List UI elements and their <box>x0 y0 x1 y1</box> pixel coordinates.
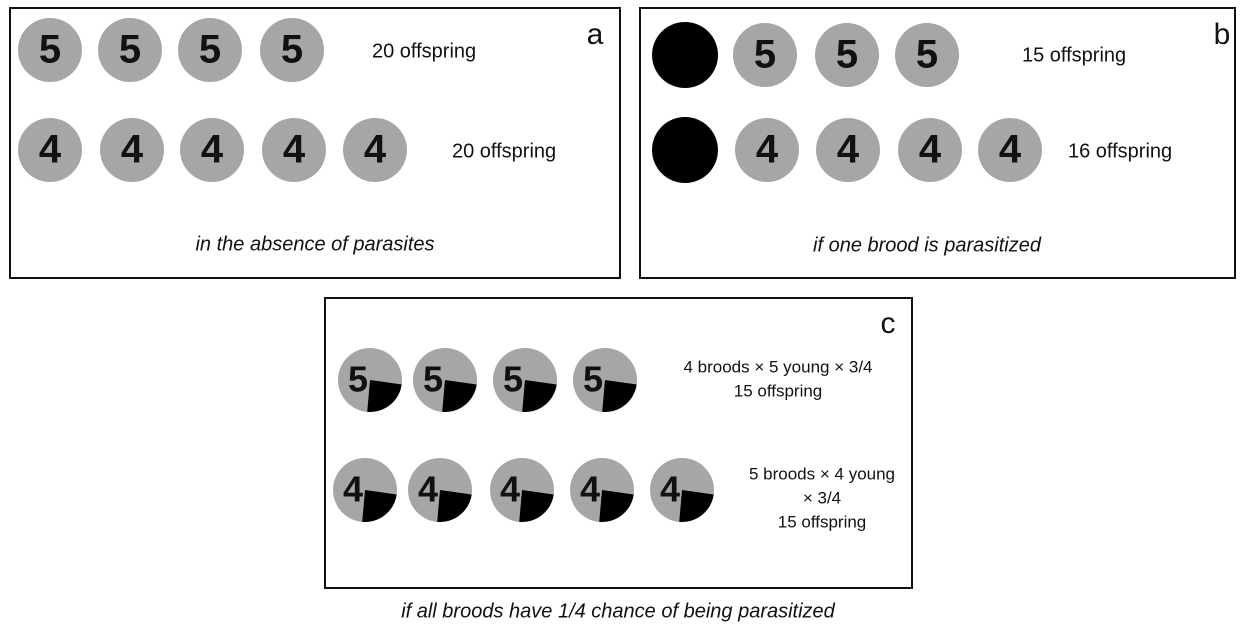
offspring-text: 4 broods × 5 young × 3/4 <box>683 357 872 376</box>
brood <box>98 18 162 82</box>
brood <box>815 23 879 87</box>
brood <box>735 118 799 182</box>
offspring-text: 15 offspring <box>734 381 823 400</box>
parasitized-brood <box>652 22 718 88</box>
parasitized-share <box>679 490 714 522</box>
offspring-text: 16 offspring <box>1068 140 1172 162</box>
brood <box>260 18 324 82</box>
panel-c-frame <box>324 297 913 589</box>
brood-size: 5 <box>503 359 523 400</box>
brood-size: 5 <box>199 28 221 72</box>
parasitized-share <box>437 490 472 522</box>
brood-size: 4 <box>919 128 942 172</box>
offspring-text: × 3/4 <box>803 488 841 507</box>
panel-label: c <box>881 307 896 340</box>
brood-size: 4 <box>201 128 224 172</box>
brood-size: 4 <box>756 128 779 172</box>
brood-size: 5 <box>348 359 368 400</box>
offspring-text: 15 offspring <box>1022 44 1126 66</box>
brood-size: 4 <box>999 128 1022 172</box>
brood <box>978 118 1042 182</box>
brood <box>18 118 82 182</box>
brood-size: 4 <box>418 469 438 510</box>
panel-a-frame <box>9 7 621 279</box>
brood-size: 5 <box>281 28 303 72</box>
parasitized-share <box>522 380 557 412</box>
panel-b-frame <box>639 7 1236 279</box>
brood <box>343 118 407 182</box>
brood-size: 5 <box>423 359 443 400</box>
offspring-text: 20 offspring <box>372 40 476 62</box>
brood-size: 5 <box>119 28 141 72</box>
brood-size: 4 <box>121 128 144 172</box>
brood-size: 5 <box>916 33 938 77</box>
brood-size: 4 <box>580 469 600 510</box>
brood-size: 4 <box>364 128 387 172</box>
panel-label: b <box>1214 18 1231 51</box>
brood <box>262 118 326 182</box>
brood <box>180 118 244 182</box>
panel-caption: in the absence of parasites <box>195 233 434 255</box>
brood <box>895 23 959 87</box>
parasitized-share <box>519 490 554 522</box>
brood-size: 5 <box>583 359 603 400</box>
brood-size: 4 <box>343 469 363 510</box>
brood <box>100 118 164 182</box>
brood <box>733 23 797 87</box>
parasitized-share <box>602 380 637 412</box>
parasitized-share <box>599 490 634 522</box>
brood-size: 4 <box>39 128 62 172</box>
offspring-text: 15 offspring <box>778 512 867 531</box>
brood-size: 4 <box>500 469 520 510</box>
brood <box>178 18 242 82</box>
panel-caption: if all broods have 1/4 chance of being p… <box>401 600 835 622</box>
parasitized-share <box>367 380 402 413</box>
offspring-text: 20 offspring <box>452 140 556 162</box>
brood <box>898 118 962 182</box>
brood-size: 5 <box>754 33 776 77</box>
brood-size: 5 <box>836 33 858 77</box>
brood-size: 4 <box>660 469 680 510</box>
panel-caption: if one brood is parasitized <box>813 234 1042 256</box>
brood-size: 5 <box>39 28 61 72</box>
parasitized-brood <box>652 117 718 183</box>
brood-size: 4 <box>837 128 860 172</box>
brood <box>816 118 880 182</box>
brood-size: 4 <box>283 128 306 172</box>
parasitized-share <box>442 380 477 413</box>
panel-label: a <box>587 18 604 51</box>
offspring-text: 5 broods × 4 young <box>749 464 895 483</box>
parasitized-share <box>362 490 397 522</box>
brood <box>18 18 82 82</box>
